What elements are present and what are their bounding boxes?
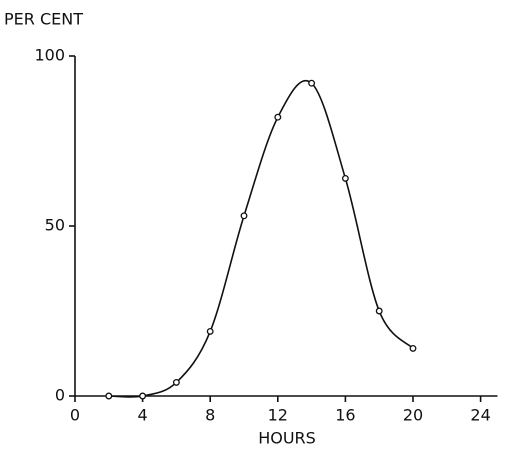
point bbox=[308, 79, 316, 87]
x-tick-label: 4 bbox=[138, 406, 148, 425]
point bbox=[172, 378, 180, 386]
x-tick-label: 20 bbox=[403, 406, 423, 425]
x-tick-label: 8 bbox=[205, 406, 215, 425]
y-tick-label: 100 bbox=[34, 46, 65, 65]
curve bbox=[108, 80, 414, 398]
point bbox=[409, 344, 417, 352]
point bbox=[341, 174, 349, 182]
x-axis-label: HOURS bbox=[258, 429, 316, 448]
x-tick-label: 16 bbox=[335, 406, 355, 425]
y-tick-label: 0 bbox=[55, 386, 65, 405]
point bbox=[274, 113, 282, 121]
x-tick-label: 12 bbox=[268, 406, 288, 425]
point bbox=[375, 307, 383, 315]
x-tick-label: 0 bbox=[70, 406, 80, 425]
y-tick-label: 50 bbox=[45, 216, 65, 235]
y-axis-label: PER CENT bbox=[4, 10, 83, 29]
x-tick-label: 24 bbox=[470, 406, 490, 425]
point bbox=[206, 327, 214, 335]
point bbox=[105, 392, 113, 400]
point bbox=[240, 212, 248, 220]
point bbox=[139, 392, 147, 400]
